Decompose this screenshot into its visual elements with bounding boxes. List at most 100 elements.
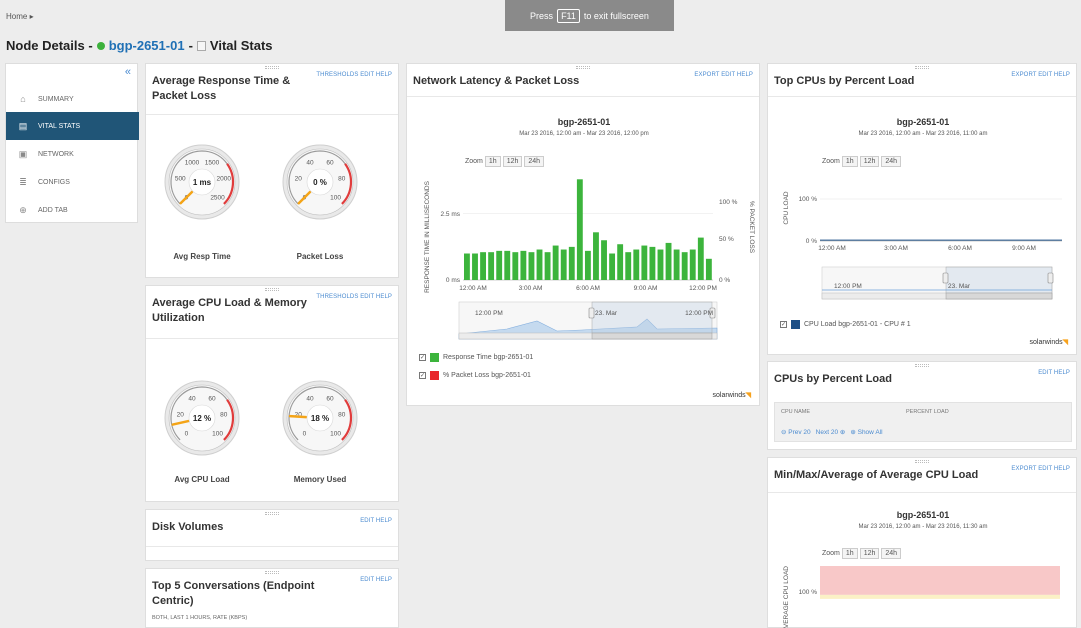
page-title: Node Details - bgp-2651-01 - Vital Stats bbox=[6, 38, 273, 53]
x-tick-label: 3:00 AM bbox=[884, 245, 908, 252]
gauge-tick-label: 60 bbox=[326, 395, 334, 402]
zoom-controls: Zoom 1h 12h 24h bbox=[822, 548, 902, 559]
x-tick-label: 9:00 AM bbox=[1012, 245, 1036, 252]
zoom-12h[interactable]: 12h bbox=[859, 156, 880, 167]
y-axis-title: AVERAGE CPU LOAD bbox=[783, 566, 790, 628]
gauge-packet-loss: 0204060801000 % bbox=[282, 144, 358, 220]
navigator-scrollbar bbox=[458, 332, 718, 340]
sidebar-item-add-tab[interactable]: ⊕ ADD TAB bbox=[6, 196, 139, 224]
next-icon: ⊕ bbox=[839, 429, 846, 436]
gauge-tick-label: 20 bbox=[177, 412, 185, 419]
zoom-24h[interactable]: 24h bbox=[524, 156, 545, 167]
navigator-scrollbar-thumb bbox=[945, 292, 1053, 300]
bar bbox=[568, 246, 575, 280]
gauge-scale-arc bbox=[288, 150, 346, 205]
zoom-12h[interactable]: 12h bbox=[859, 548, 880, 559]
checkbox-icon[interactable]: ✓ bbox=[780, 321, 787, 328]
drag-handle[interactable] bbox=[915, 460, 929, 463]
zoom-12h[interactable]: 12h bbox=[502, 156, 523, 167]
drag-handle[interactable] bbox=[265, 512, 279, 515]
panel-actions[interactable]: EDIT HELP bbox=[1038, 370, 1070, 376]
panel-actions[interactable]: EXPORT EDIT HELP bbox=[1011, 466, 1070, 472]
drag-handle[interactable] bbox=[915, 66, 929, 69]
sidebar: « ⌂ SUMMARY ▤ VITAL STATS ▣ NETWORK ≣ CO… bbox=[5, 63, 139, 224]
bar bbox=[617, 244, 624, 280]
column-header-cpu-name: CPU NAME bbox=[781, 409, 811, 415]
panel-title: Average CPU Load & Memory Utilization bbox=[152, 297, 307, 324]
zoom-1h[interactable]: 1h bbox=[841, 156, 858, 167]
legend-swatch bbox=[430, 353, 439, 362]
gauge-value: 1 ms bbox=[193, 178, 212, 187]
solarwinds-cone-icon: ◥ bbox=[745, 392, 751, 399]
drag-handle[interactable] bbox=[576, 66, 590, 69]
zoom-label: Zoom bbox=[822, 158, 840, 165]
column-header-percent-load: PERCENT LOAD bbox=[906, 409, 949, 415]
gauge-memory-used: 0 20 40 60 80 100 18 % bbox=[282, 380, 358, 456]
navigator-handle bbox=[588, 307, 595, 319]
sidebar-item-vital-stats[interactable]: ▤ VITAL STATS bbox=[6, 112, 139, 140]
status-up-icon bbox=[96, 41, 105, 50]
panel-actions[interactable]: THRESHOLDS EDIT HELP bbox=[316, 72, 392, 78]
navigator-handle bbox=[1047, 272, 1054, 284]
zoom-1h[interactable]: 1h bbox=[841, 548, 858, 559]
legend-label: % Packet Loss bgp-2651-01 bbox=[443, 372, 531, 379]
checkbox-icon[interactable]: ✓ bbox=[419, 372, 426, 379]
bar bbox=[544, 252, 551, 280]
solarwinds-logo: solarwinds◥ bbox=[1030, 338, 1068, 346]
zoom-24h[interactable]: 24h bbox=[881, 156, 902, 167]
gauge-tick-label: 80 bbox=[338, 412, 346, 419]
gauge-tick-label: 1500 bbox=[205, 159, 220, 166]
drag-handle[interactable] bbox=[265, 66, 279, 69]
chart-node: bgp-2651-01 bbox=[557, 117, 611, 127]
collapse-sidebar-icon[interactable]: « bbox=[124, 66, 131, 78]
checkbox-icon[interactable]: ✓ bbox=[419, 354, 426, 361]
panel-actions[interactable]: EXPORT EDIT HELP bbox=[694, 72, 753, 78]
node-link[interactable]: bgp-2651-01 bbox=[108, 38, 185, 53]
zoom-1h[interactable]: 1h bbox=[484, 156, 501, 167]
divider bbox=[407, 96, 759, 97]
gauge-needle bbox=[288, 414, 308, 419]
prev-page-link[interactable]: ⊖ Prev 20 bbox=[781, 428, 811, 436]
next-page-link[interactable]: Next 20 ⊕ bbox=[816, 428, 846, 436]
panel-actions[interactable]: EDIT HELP bbox=[360, 518, 392, 524]
legend-item-packet-loss[interactable]: ✓ % Packet Loss bgp-2651-01 bbox=[419, 371, 531, 380]
bar bbox=[689, 249, 696, 280]
legend-label: CPU Load bgp-2651-01 - CPU # 1 bbox=[804, 321, 911, 328]
gauge-tick-label: 20 bbox=[295, 412, 303, 419]
sidebar-item-configs[interactable]: ≣ CONFIGS bbox=[6, 168, 139, 196]
zoom-24h[interactable]: 24h bbox=[881, 548, 902, 559]
gauge-avg-resp-time: 050010001500200025001 ms bbox=[164, 144, 240, 220]
navigator-label: 12:00 PM bbox=[834, 283, 862, 290]
legend-item-response-time[interactable]: ✓ Response Time bgp-2651-01 bbox=[419, 353, 533, 362]
panel-actions[interactable]: EXPORT EDIT HELP bbox=[1011, 72, 1070, 78]
bar bbox=[488, 252, 495, 280]
y-axis-title: CPU LOAD bbox=[783, 191, 790, 225]
panel-actions[interactable]: EDIT HELP bbox=[360, 577, 392, 583]
latency-chart: RESPONSE TIME IN MILLISECONDS % PACKET LO… bbox=[424, 179, 755, 340]
drag-handle[interactable] bbox=[915, 364, 929, 367]
cpus-by-load-panel: CPUs by Percent Load EDIT HELP CPU NAME … bbox=[767, 361, 1077, 450]
show-all-link[interactable]: ⊕ Show All bbox=[850, 428, 882, 436]
legend-swatch bbox=[430, 371, 439, 380]
gauge-hub bbox=[188, 404, 216, 432]
y2-tick-label: 50 % bbox=[719, 236, 734, 243]
gauge-scale-arc bbox=[170, 386, 228, 441]
gauge-needle bbox=[297, 190, 312, 205]
sidebar-item-label: SUMMARY bbox=[38, 95, 74, 103]
drag-handle[interactable] bbox=[265, 571, 279, 574]
gauge-avg-cpu-load: 0 20 40 60 80 100 12 % bbox=[164, 380, 240, 456]
bar bbox=[560, 249, 567, 280]
panel-actions[interactable]: THRESHOLDS EDIT HELP bbox=[316, 294, 392, 300]
sidebar-item-network[interactable]: ▣ NETWORK bbox=[6, 140, 139, 168]
zoom-label: Zoom bbox=[465, 158, 483, 165]
panel-title: Top 5 Conversations (Endpoint Centric) bbox=[152, 580, 315, 607]
y-tick-label: 2.5 ms bbox=[440, 211, 460, 218]
top-cpu-chart: CPU LOAD 0 % 100 % 12:00 AM 3:00 AM 6:00 AM 9:… bbox=[783, 191, 1062, 300]
sidebar-item-summary[interactable]: ⌂ SUMMARY bbox=[6, 85, 139, 113]
drag-handle[interactable] bbox=[265, 288, 279, 291]
gauge-value: 0 % bbox=[313, 178, 327, 187]
breadcrumb-home[interactable]: Home bbox=[6, 12, 28, 21]
legend-item-cpu-load[interactable]: ✓ CPU Load bgp-2651-01 - CPU # 1 bbox=[780, 320, 911, 329]
gauge-tick-label: 100 bbox=[212, 431, 223, 438]
divider bbox=[146, 338, 398, 339]
